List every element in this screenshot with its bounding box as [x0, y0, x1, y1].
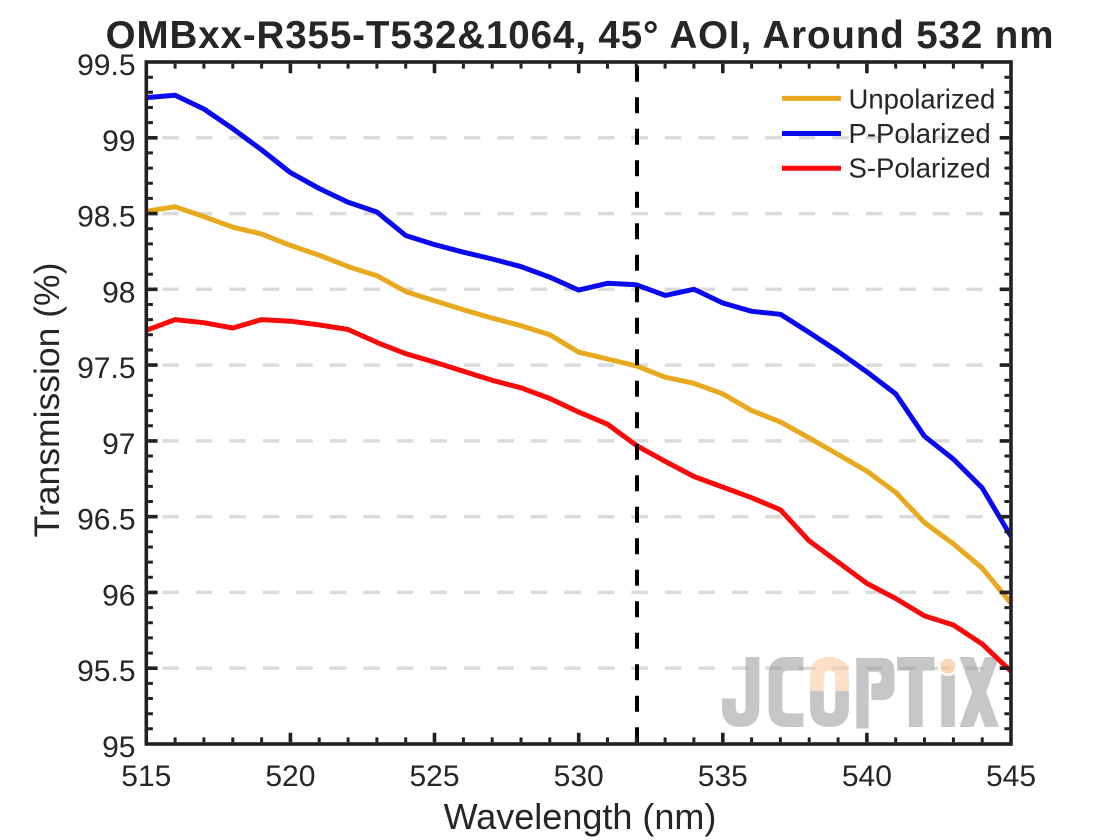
- svg-text:520: 520: [265, 760, 315, 793]
- svg-text:525: 525: [409, 760, 459, 793]
- svg-text:Wavelength (nm): Wavelength (nm): [444, 796, 717, 837]
- svg-text:Unpolarized: Unpolarized: [849, 83, 996, 114]
- svg-text:P-Polarized: P-Polarized: [849, 118, 991, 149]
- svg-text:535: 535: [698, 760, 748, 793]
- svg-text:98: 98: [102, 276, 135, 309]
- svg-text:98.5: 98.5: [77, 201, 135, 234]
- svg-text:S-Polarized: S-Polarized: [849, 153, 991, 184]
- svg-text:515: 515: [121, 760, 171, 793]
- svg-text:97.5: 97.5: [77, 352, 135, 385]
- svg-text:95.5: 95.5: [77, 655, 135, 688]
- svg-text:99: 99: [102, 125, 135, 158]
- svg-text:540: 540: [842, 760, 892, 793]
- svg-text:99.5: 99.5: [77, 49, 135, 82]
- svg-text:95: 95: [102, 731, 135, 764]
- svg-text:530: 530: [554, 760, 604, 793]
- svg-text:Transmission (%): Transmission (%): [27, 263, 67, 538]
- svg-text:96.5: 96.5: [77, 504, 135, 537]
- svg-text:OMBxx-R355-T532&1064, 45° AOI,: OMBxx-R355-T532&1064, 45° AOI, Around 53…: [106, 14, 1055, 57]
- svg-text:96: 96: [102, 579, 135, 612]
- svg-text:545: 545: [986, 760, 1036, 793]
- svg-text:97: 97: [102, 428, 135, 461]
